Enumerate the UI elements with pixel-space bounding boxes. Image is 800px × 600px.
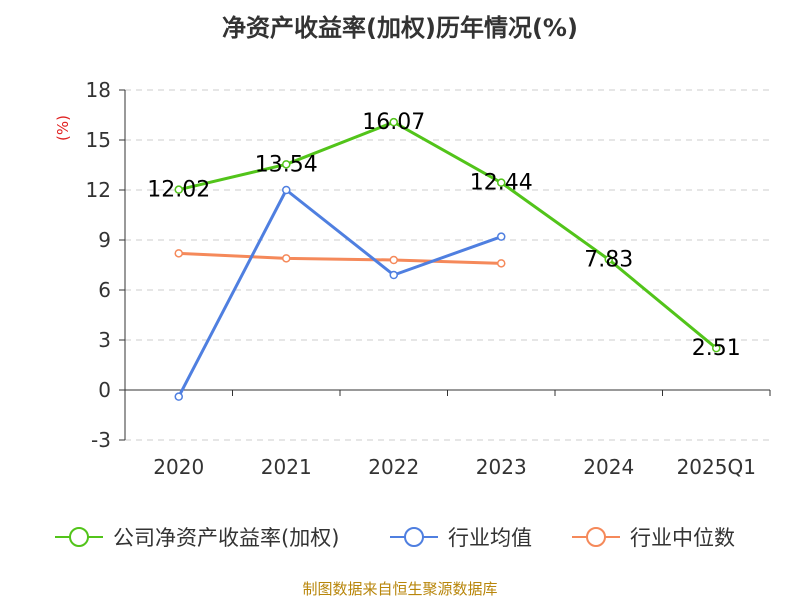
series-point-0	[282, 160, 291, 169]
series-point-2	[174, 249, 183, 258]
series-line-0	[178, 120, 718, 350]
series-point-2	[282, 254, 291, 263]
y-tick-label: 18	[86, 78, 111, 102]
y-tick-label: -3	[91, 428, 111, 452]
legend-label: 行业中位数	[630, 526, 735, 550]
source-note: 制图数据来自恒生聚源数据库	[302, 580, 498, 598]
data-label: 13.54	[255, 152, 318, 177]
data-label: 16.07	[362, 110, 425, 135]
series-point-1	[174, 392, 183, 401]
series-point-1	[497, 232, 506, 241]
x-tick-label: 2022	[368, 455, 419, 479]
series-point-0	[389, 117, 398, 127]
x-tick-label: 2020	[153, 455, 204, 479]
y-tick-label: 12	[86, 178, 111, 202]
y-unit-label: (%)	[54, 115, 72, 141]
series-point-2	[389, 255, 398, 265]
data-label: 12.02	[147, 178, 210, 203]
y-tick-label: 0	[98, 378, 111, 402]
chart-title: 净资产收益率(加权)历年情况(%)	[222, 14, 578, 42]
x-tick-label: 2024	[583, 455, 634, 479]
series-line-1	[177, 188, 502, 398]
series-point-1	[282, 185, 291, 195]
y-tick-label: 9	[98, 228, 111, 252]
y-tick-label: 3	[98, 328, 111, 352]
series-point-0	[712, 343, 721, 353]
y-tick-label: 6	[98, 278, 111, 302]
legend-marker	[69, 527, 89, 547]
legend-label: 公司净资产收益率(加权)	[113, 526, 339, 550]
series-point-0	[604, 255, 613, 264]
series-point-2	[497, 259, 506, 268]
legend-label: 行业均值	[448, 526, 532, 550]
x-tick-label: 2025Q1	[677, 455, 756, 479]
legend-marker	[586, 527, 606, 547]
data-label: 7.83	[584, 248, 633, 273]
series-line-2	[178, 251, 502, 265]
legend-marker	[404, 527, 424, 547]
x-tick-label: 2021	[261, 455, 312, 479]
series-point-0	[174, 185, 183, 194]
y-tick-label: 15	[86, 128, 111, 152]
series-point-1	[389, 270, 398, 280]
x-tick-label: 2023	[476, 455, 527, 479]
series-point-0	[497, 178, 506, 187]
data-label: 12.44	[470, 171, 533, 196]
data-label: 2.51	[692, 336, 741, 361]
